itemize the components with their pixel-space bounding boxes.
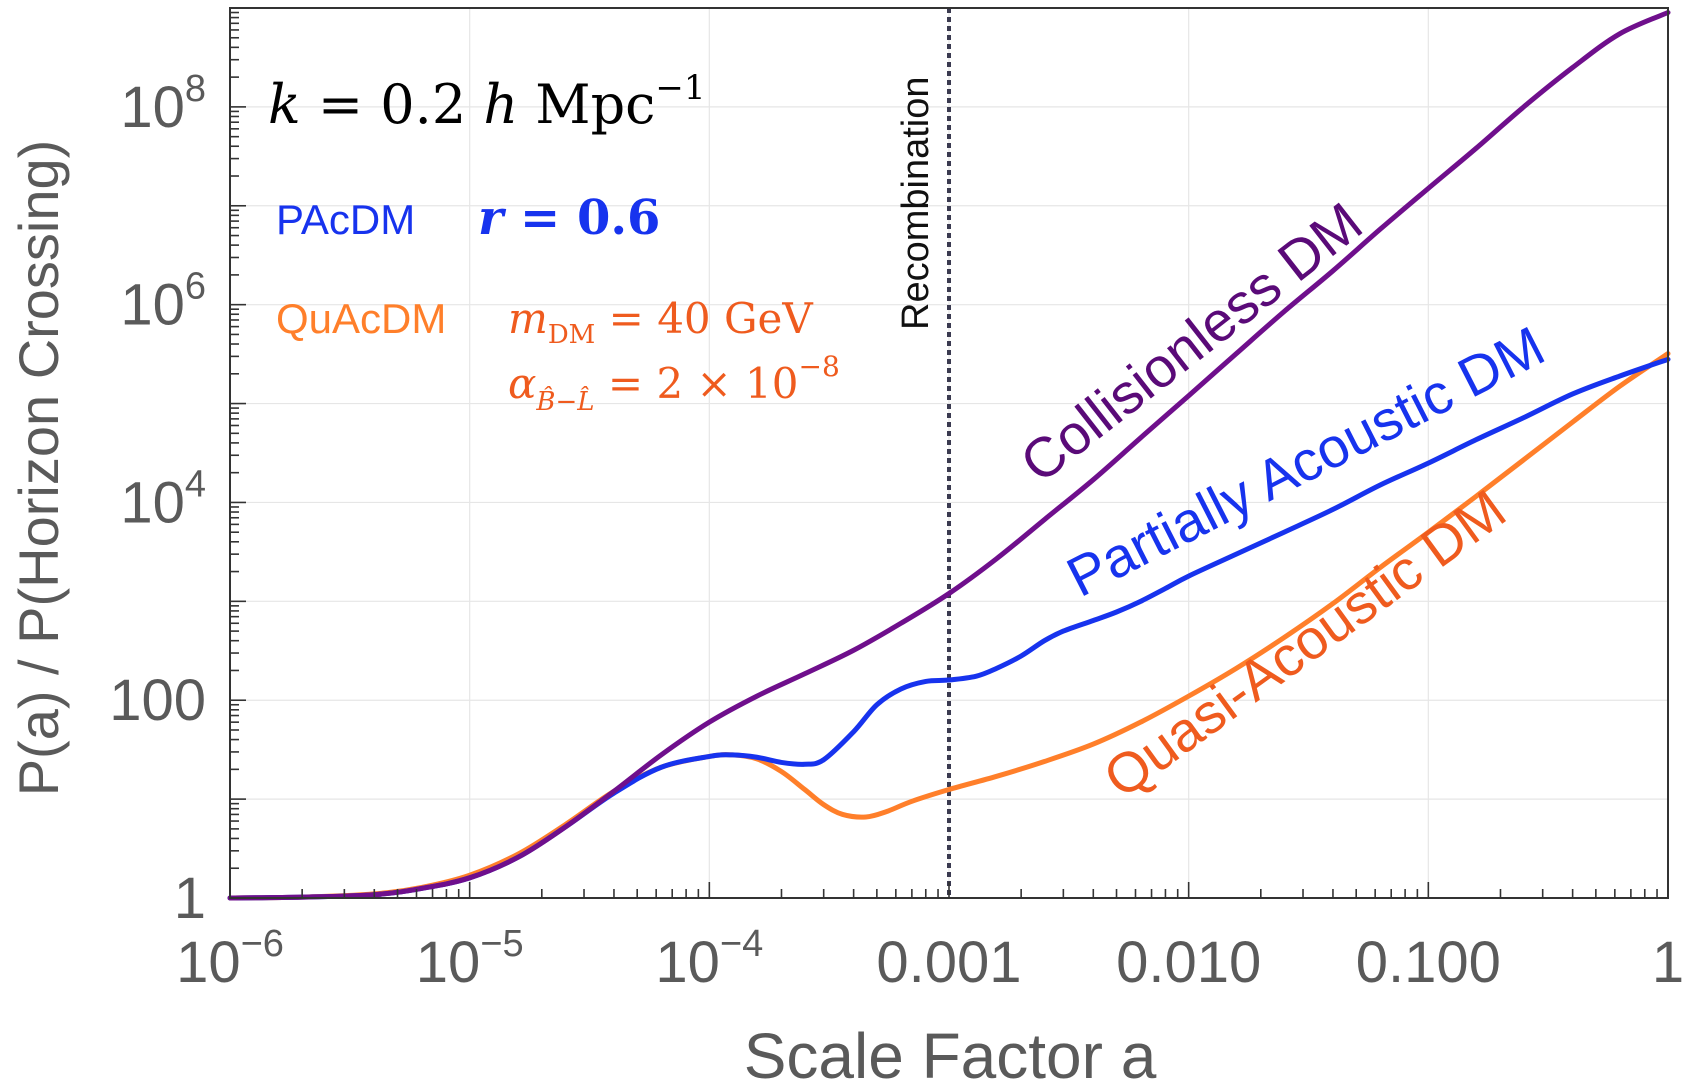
- legend-quacdm-mass: mDM = 40 GeV: [508, 294, 813, 350]
- legend-k: k = 0.2 h Mpc−1: [268, 68, 706, 136]
- legend-alpha-value: = 2 × 10: [595, 359, 799, 408]
- x-axis-title: Scale Factor a: [744, 1020, 1157, 1092]
- legend-k-exponent: −1: [655, 68, 705, 108]
- legend-quacdm-sub: DM: [548, 320, 595, 350]
- legend-k-symbol: k: [268, 73, 301, 136]
- x-tick-label: 10−4: [655, 923, 763, 995]
- y-tick-label: 106: [120, 266, 206, 338]
- legend-pacdm-value: = 0.6: [503, 190, 660, 246]
- legend-pacdm-name: PAcDM: [276, 196, 415, 243]
- legend-pacdm-r: r: [478, 190, 507, 246]
- legend-alpha-exponent: −8: [799, 350, 840, 383]
- legend-quacdm-name: QuAcDM: [276, 295, 446, 342]
- x-tick-label: 10−6: [176, 923, 284, 995]
- y-tick-label: 108: [120, 68, 206, 140]
- recombination-label: Recombination: [895, 77, 937, 330]
- y-tick-label: 104: [120, 463, 206, 535]
- x-tick-label: 0.001: [876, 930, 1021, 995]
- legend-quacdm-mvalue: = 40 GeV: [595, 294, 813, 343]
- legend-quacdm-m: m: [508, 294, 548, 343]
- tick-labels: 10−6 10−5 10−4 0.001 0.010 0.100 1 1 100 104 106 10…: [109, 68, 1684, 995]
- legend-k-h: h: [483, 73, 518, 136]
- y-axis-title: P(a) / P(Horizon Crossing): [7, 140, 70, 797]
- legend-k-equals: = 0.2: [301, 73, 484, 136]
- legend-alpha-symbol: α: [508, 359, 536, 408]
- curves: [227, 10, 1671, 901]
- legend-k-unit: Mpc: [518, 73, 655, 136]
- x-tick-label: 0.010: [1116, 930, 1261, 995]
- series-collisionless-dm: [227, 10, 1671, 901]
- legend-quacdm-alpha: αB̂−L̂ = 2 × 10−8: [508, 350, 840, 417]
- ticks: [229, 11, 1658, 899]
- x-tick-label: 1: [1652, 930, 1684, 995]
- y-tick-label: 100: [109, 668, 206, 733]
- y-tick-label: 1: [174, 866, 206, 931]
- legend-alpha-sub: B̂−L̂: [535, 386, 594, 417]
- x-tick-label: 10−5: [416, 923, 524, 995]
- x-tick-label: 0.100: [1356, 930, 1501, 995]
- legend-pacdm-param: r = 0.6: [478, 190, 660, 246]
- legend: k = 0.2 h Mpc−1 PAcDM r = 0.6 QuAcDM mDM…: [268, 68, 840, 417]
